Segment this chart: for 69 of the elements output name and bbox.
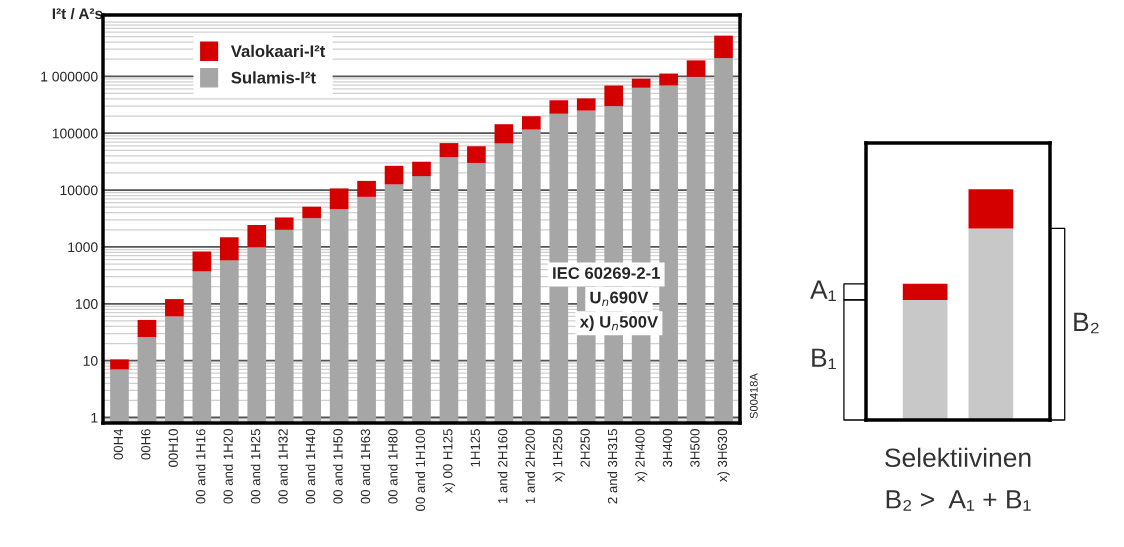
text: B₂: [1074, 312, 1099, 334]
bar: [137, 319, 157, 338]
x-tick-label: 00 and 1H80: [387, 429, 398, 504]
bar: [412, 161, 431, 177]
bar: [686, 60, 706, 77]
x-tick-label: 00 and 1H16: [195, 429, 206, 504]
bar: [247, 225, 267, 248]
y-tick-label: 100000: [52, 128, 98, 139]
y-tick-label: 10: [83, 355, 98, 366]
x-tick-label: 00 and 1H40: [305, 429, 316, 504]
x-tick-label: 00H10: [168, 429, 178, 467]
bar: [659, 73, 678, 86]
x-tick-label: 1 and 2H200: [525, 429, 535, 504]
bar: [714, 35, 733, 59]
bar: [521, 116, 541, 130]
bar: [604, 85, 624, 107]
x-tick-label: 00H6: [141, 429, 151, 460]
bar: [902, 299, 948, 420]
bar: [631, 78, 651, 88]
text: Selektiivinen: [885, 447, 1031, 468]
x-tick-label: x) 1H250: [552, 429, 565, 482]
text: A₁: [810, 280, 836, 301]
x-tick-label: 00 and 1H63: [360, 429, 371, 504]
x-tick-label: x) 00 H125: [442, 429, 456, 493]
x-tick-label: 00 and 1H50: [332, 429, 343, 504]
bar: [549, 100, 569, 114]
x-tick-label: 00 and 1H25: [250, 429, 261, 504]
text: B₂ > A₁ + B₁: [886, 490, 1031, 511]
bar: [274, 217, 294, 230]
x-tick-label: 00H4: [113, 428, 124, 460]
x-tick-label: 00 and 1H100: [415, 429, 426, 511]
x-tick-label: 3H400: [662, 429, 673, 467]
x-tick-label: 1H125: [470, 429, 480, 467]
y-tick-label: 1000: [68, 242, 98, 253]
y-tick-label: 1 000000: [41, 71, 98, 82]
x-tick-label: 3H500: [690, 429, 700, 467]
bar: [576, 98, 596, 111]
bar: [968, 189, 1014, 229]
text: S00418A: [749, 373, 758, 419]
legend-label: Valokaari-I²t: [230, 44, 326, 58]
y-tick-label: 100: [76, 299, 98, 309]
bar: [302, 206, 322, 219]
bar: [902, 283, 948, 300]
x-tick-label: x) 2H400: [635, 429, 648, 482]
bar: [357, 180, 376, 197]
x-tick-label: 2 and 3H315: [607, 429, 618, 504]
x-tick-label: 00 and 1H32: [278, 429, 288, 504]
bar: [219, 237, 239, 261]
bar: [968, 228, 1014, 420]
annotation: x) U$_{n}$500V: [579, 315, 659, 332]
bar: [110, 359, 129, 370]
bar: [165, 299, 184, 317]
bar: [192, 251, 212, 272]
legend-label: Sulamis-I²t: [231, 71, 316, 84]
x-tick-label: 2H250: [580, 429, 590, 467]
bar: [384, 165, 404, 185]
annotation: U$_{n}$690V: [590, 291, 649, 306]
y-axis-title: I²t / A²s: [52, 7, 103, 20]
text: B₁: [812, 348, 836, 370]
bar: [439, 143, 459, 158]
x-tick-label: 1 and 2H160: [497, 429, 508, 504]
x-tick-label: 00 and 1H20: [223, 429, 233, 504]
y-tick-label: 10000: [60, 185, 98, 196]
bar: [494, 124, 514, 144]
y-tick-label: 1: [91, 412, 98, 423]
annotation: IEC 60269-2-1: [553, 267, 660, 279]
bar: [329, 188, 349, 210]
x-tick-label: x) 3H630: [717, 429, 730, 482]
bar: [467, 146, 486, 163]
